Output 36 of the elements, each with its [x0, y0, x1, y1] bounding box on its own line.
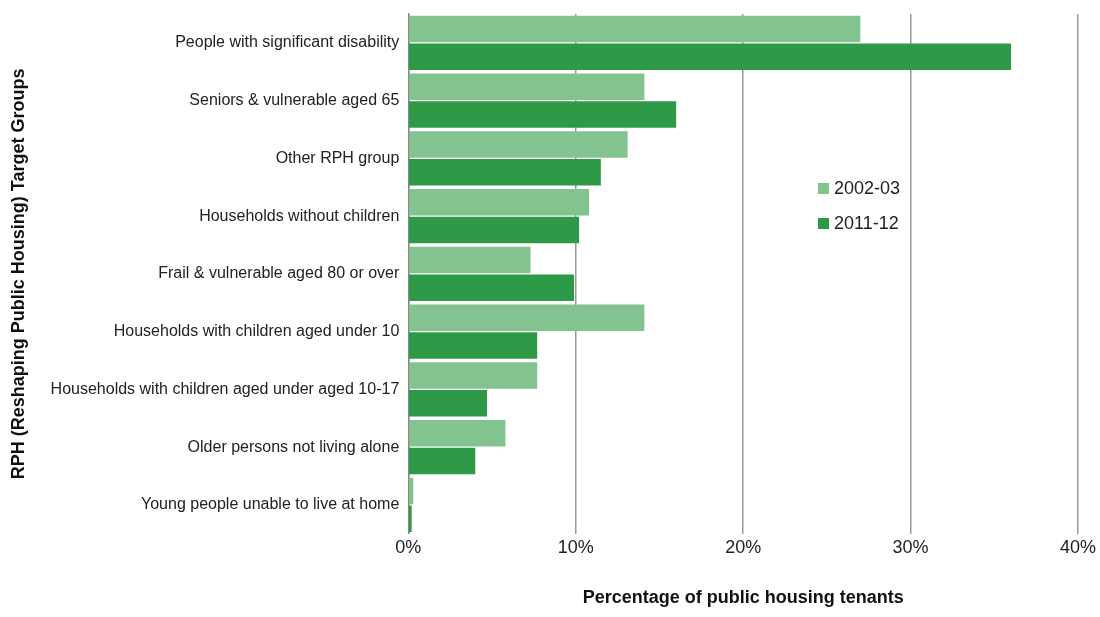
bar: [409, 274, 575, 302]
y-tick-label: Other RPH group: [275, 148, 400, 166]
bar: [409, 304, 645, 332]
bar: [409, 158, 601, 186]
bar: [409, 73, 645, 101]
bar: [409, 362, 538, 389]
bar: [409, 43, 1012, 71]
y-tick-label: Households without children: [199, 206, 400, 224]
x-tick-label: 20%: [725, 536, 762, 557]
x-tick-label: 0%: [395, 536, 422, 557]
bar: [409, 131, 628, 158]
bar: [409, 188, 590, 216]
legend-label: 2002-03: [834, 178, 901, 199]
bar: [409, 101, 677, 128]
y-tick-label: Frail & vulnerable aged 80 or over: [158, 264, 400, 282]
x-tick-label: 30%: [892, 536, 929, 557]
bar: [409, 216, 580, 244]
y-tick-label: Seniors & vulnerable aged 65: [189, 91, 400, 109]
y-tick-label: Households with children aged under 10: [113, 322, 400, 340]
x-tick-label: 10%: [557, 536, 594, 557]
x-tick-label: 40%: [1059, 536, 1097, 557]
y-tick-label: People with significant disability: [175, 33, 400, 51]
bar: [409, 332, 538, 359]
bar: [409, 505, 412, 533]
y-tick-label: Young people unable to live at home: [141, 495, 400, 513]
y-tick-label: Households with children aged under aged 10-17: [50, 379, 400, 397]
bar: [409, 389, 487, 417]
bar: [409, 477, 414, 505]
y-axis-title: RPH (Reshaping Public Housing) Target Groups: [7, 68, 28, 480]
bar: [409, 447, 476, 475]
bar: [409, 246, 531, 274]
bar: [409, 420, 506, 447]
legend-label: 2011-12: [834, 213, 899, 234]
x-axis-title: Percentage of public housing tenants: [582, 587, 904, 608]
bar: [409, 15, 861, 43]
y-tick-label: Older persons not living alone: [187, 437, 400, 455]
